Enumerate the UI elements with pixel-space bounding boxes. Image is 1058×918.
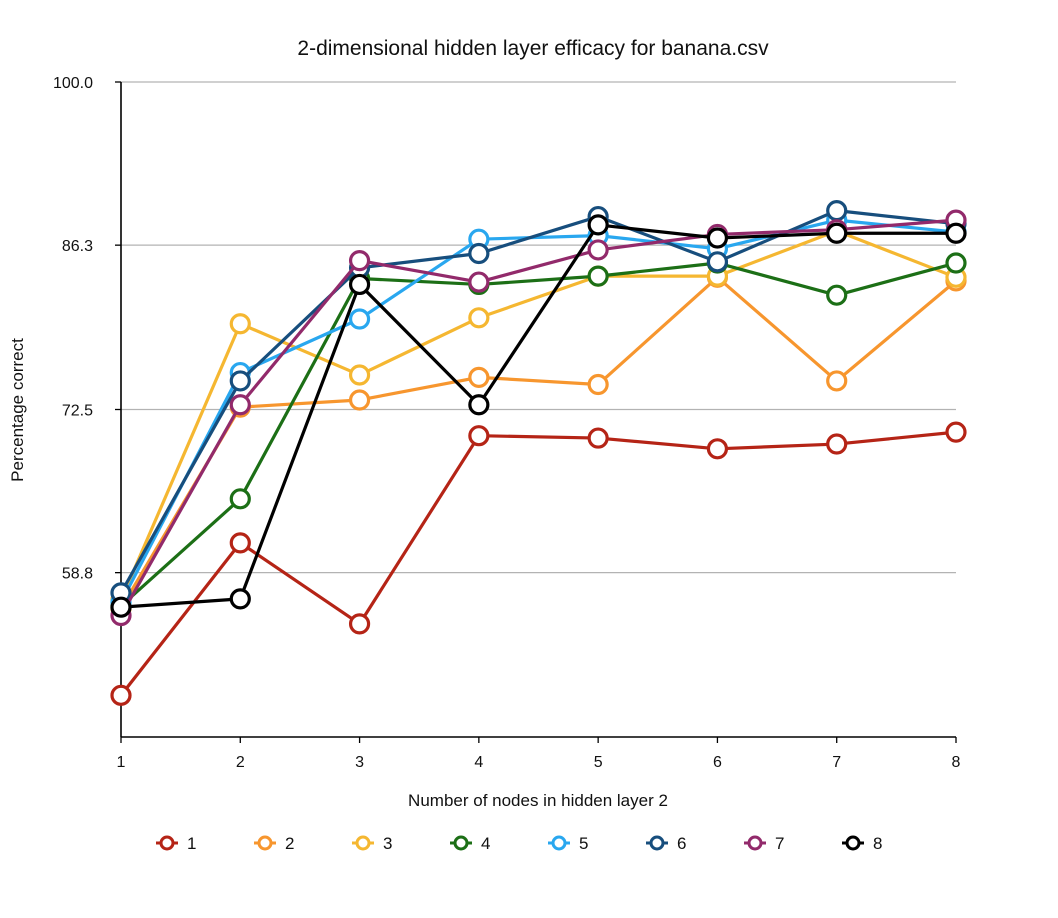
data-point <box>826 284 848 306</box>
data-point <box>348 273 371 296</box>
data-point <box>826 370 848 392</box>
data-point <box>229 588 251 610</box>
data-point <box>468 271 490 293</box>
series-line <box>119 229 957 601</box>
legend-item-5: 5 <box>548 834 588 853</box>
data-point <box>945 421 967 443</box>
data-point <box>348 613 371 635</box>
data-point <box>706 438 729 460</box>
series-line <box>120 223 956 609</box>
x-tick-label: 1 <box>117 754 126 771</box>
data-point <box>229 532 251 554</box>
y-ticks: 100.0 86.3 72.5 58.8 <box>53 75 121 583</box>
y-axis-label: Percentage correct <box>8 338 27 482</box>
x-axis-label: Number of nodes in hidden layer 2 <box>408 791 668 810</box>
x-tick-label: 5 <box>594 754 603 771</box>
data-point <box>348 389 371 411</box>
data-point <box>706 227 729 249</box>
data-point <box>587 239 609 261</box>
legend-item-4: 4 <box>450 834 490 853</box>
data-point <box>945 222 967 244</box>
legend-swatch-marker <box>845 835 861 851</box>
data-point <box>348 250 371 272</box>
chart-title: 2-dimensional hidden layer efficacy for … <box>297 37 769 60</box>
legend-label: 5 <box>579 834 588 853</box>
data-point <box>826 200 848 222</box>
data-point <box>348 364 371 386</box>
x-ticks: 1 2 3 4 5 6 7 8 <box>117 737 961 771</box>
legend-swatch-marker <box>453 835 469 851</box>
data-point <box>706 251 729 273</box>
legend-item-1: 1 <box>156 834 196 853</box>
data-point <box>587 373 609 396</box>
data-point <box>229 488 251 510</box>
x-tick-label: 7 <box>832 754 841 771</box>
legend-label: 8 <box>873 834 882 853</box>
data-point <box>110 684 132 706</box>
data-point <box>826 433 848 455</box>
legend-item-8: 8 <box>842 834 882 853</box>
y-tick-label: 86.3 <box>62 238 93 255</box>
data-point <box>468 425 490 447</box>
x-tick-label: 4 <box>474 754 483 771</box>
data-point <box>826 222 848 244</box>
legend-item-2: 2 <box>254 834 294 853</box>
x-tick-label: 8 <box>952 754 961 771</box>
data-point <box>468 366 490 388</box>
legend-swatch-marker <box>649 835 665 851</box>
series-line <box>119 430 957 697</box>
data-point <box>468 394 490 416</box>
legend-label: 1 <box>187 834 196 853</box>
series-1 <box>110 421 967 706</box>
legend-label: 2 <box>285 834 294 853</box>
legend-swatch-marker <box>257 835 273 851</box>
series-line <box>119 275 958 610</box>
legend-item-3: 3 <box>352 834 392 853</box>
x-tick-label: 2 <box>236 754 245 771</box>
y-tick-label: 72.5 <box>62 403 93 420</box>
legend-swatch-marker <box>551 835 567 851</box>
data-point <box>587 214 609 236</box>
data-point <box>587 427 609 449</box>
data-point <box>229 394 251 416</box>
data-point <box>229 313 251 335</box>
legend: 1 2 3 4 5 6 7 8 <box>156 834 882 853</box>
data-point <box>229 370 251 392</box>
series-line <box>119 261 957 608</box>
legend-label: 7 <box>775 834 784 853</box>
x-tick-label: 6 <box>713 754 722 771</box>
series-8 <box>110 214 967 618</box>
data-point <box>587 265 609 287</box>
data-point <box>468 242 490 265</box>
grid <box>121 81 956 574</box>
data-point <box>348 308 371 330</box>
data-point <box>945 252 967 274</box>
data-point <box>110 596 132 618</box>
legend-swatch-marker <box>159 835 175 851</box>
y-tick-label: 58.8 <box>62 566 93 583</box>
series-line <box>119 218 957 617</box>
legend-label: 6 <box>677 834 686 853</box>
series-line <box>119 209 957 594</box>
legend-label: 4 <box>481 834 490 853</box>
series-7 <box>110 209 967 627</box>
legend-item-6: 6 <box>646 834 686 853</box>
data-point <box>468 307 490 329</box>
series-group <box>110 200 967 706</box>
legend-item-7: 7 <box>744 834 784 853</box>
y-tick-label: 100.0 <box>53 75 93 92</box>
legend-swatch-marker <box>355 835 371 851</box>
legend-label: 3 <box>383 834 392 853</box>
legend-swatch-marker <box>747 835 763 851</box>
x-tick-label: 3 <box>355 754 364 771</box>
